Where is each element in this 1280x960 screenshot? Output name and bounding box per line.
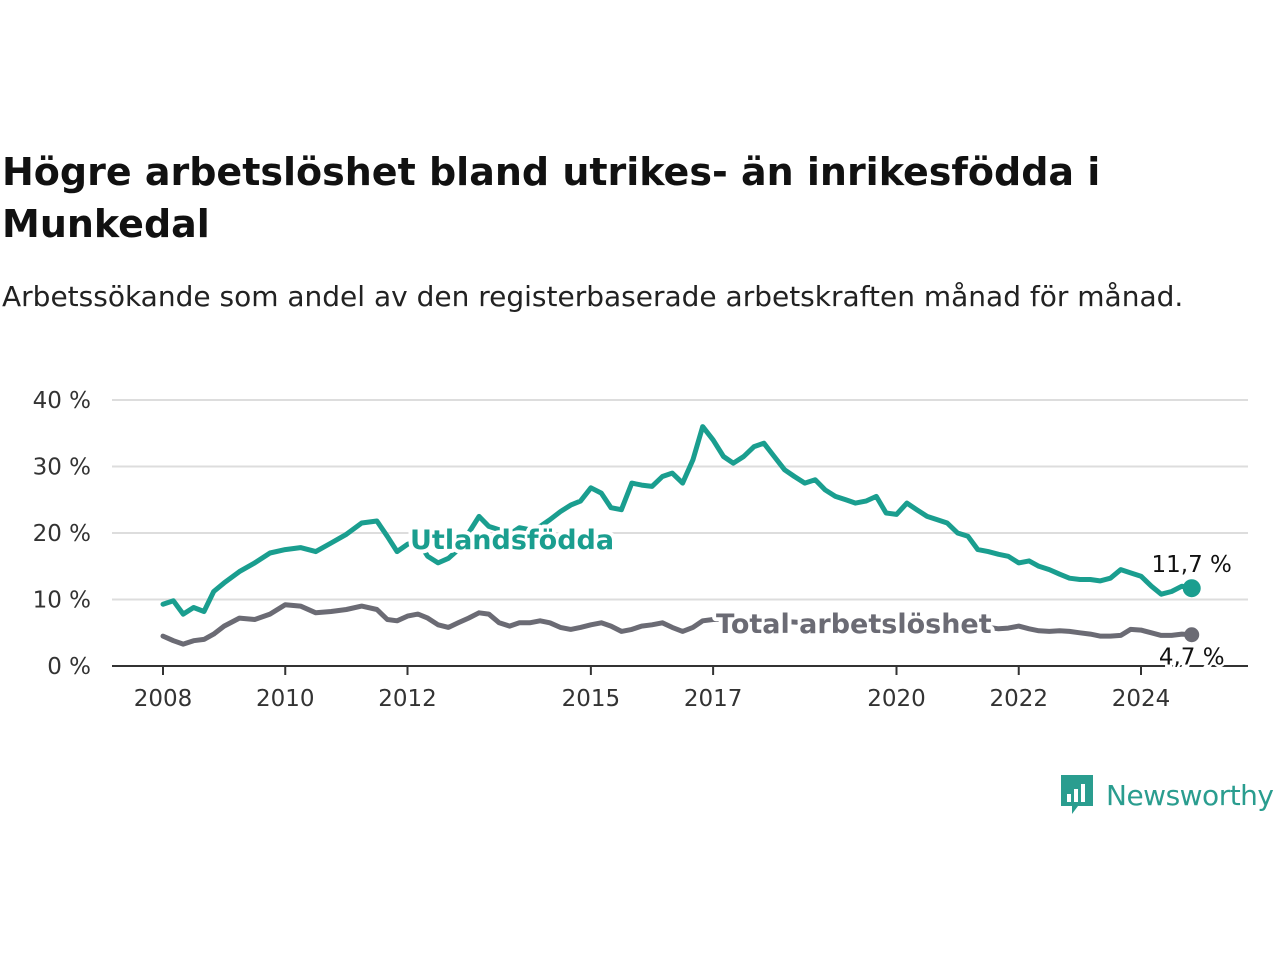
chart-subtitle: Arbetssökande som andel av den registerb…: [2, 280, 1184, 313]
series-name-label: Total arbetslöshet: [716, 609, 992, 640]
series-end-marker: [1182, 579, 1201, 598]
x-axis: 2008 2010 2012 2015 2017 2020 2022 2024: [134, 666, 1171, 712]
x-tick-label: 2010: [256, 686, 315, 712]
brand-logo[interactable]: Newsworthy: [1058, 772, 1274, 818]
series-end-label: 11,7 %: [1152, 552, 1232, 578]
x-tick-label: 2012: [378, 686, 437, 712]
series-line: [160, 602, 1195, 647]
y-tick-label: 0 %: [47, 654, 91, 680]
series-end-label: 4,7 %: [1159, 645, 1225, 671]
y-tick-label: 40 %: [33, 388, 91, 414]
y-tick-label: 20 %: [33, 521, 91, 547]
series-lines: [160, 424, 1201, 647]
series-line: [160, 424, 1195, 617]
x-tick-label: 2017: [684, 686, 743, 712]
x-tick-label: 2022: [989, 686, 1048, 712]
series-labels: 11,7 % 4,7 % Utlandsfödda Total arbetslöshe…: [406, 521, 1234, 673]
gridlines: [112, 399, 1248, 601]
x-tick-label: 2015: [562, 686, 621, 712]
y-axis: 0 % 10 % 20 % 30 % 40 %: [33, 388, 91, 680]
x-tick-label: 2008: [134, 686, 193, 712]
series-end-marker: [1184, 627, 1200, 643]
y-tick-label: 10 %: [33, 588, 91, 614]
chart-title: Högre arbetslöshet bland utrikes- än inr…: [2, 150, 1101, 246]
series-name-label: Utlandsfödda: [410, 525, 614, 556]
newsworthy-logo-icon: [1061, 775, 1093, 814]
x-tick-label: 2020: [867, 686, 926, 712]
brand-name: Newsworthy: [1106, 778, 1274, 812]
y-tick-label: 30 %: [33, 455, 91, 481]
x-tick-label: 2024: [1112, 686, 1171, 712]
